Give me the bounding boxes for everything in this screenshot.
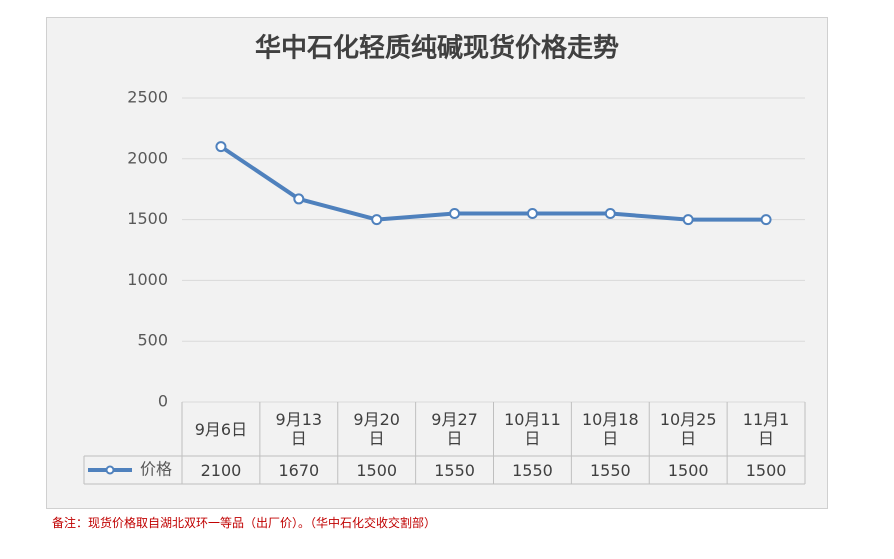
- table-value: 1500: [745, 460, 787, 480]
- table-value: 1500: [356, 460, 398, 480]
- point: [371, 214, 383, 226]
- y-tick-label: 1500: [127, 209, 168, 228]
- point: [604, 208, 616, 220]
- table-value: 1550: [434, 460, 475, 480]
- x-tick-label: 9月20日: [353, 410, 400, 448]
- table-value: 1670: [278, 460, 320, 480]
- y-tick-label: 2000: [127, 148, 168, 167]
- legend-label: 价格: [140, 460, 172, 479]
- series-line: [219, 144, 767, 222]
- point: [682, 214, 694, 226]
- x-tick-label: 10月25日: [659, 410, 717, 448]
- table-value: 1550: [512, 460, 553, 480]
- y-tick-label: 500: [137, 331, 168, 350]
- table-value: 1550: [589, 460, 631, 480]
- note: 备注：现货价格取自湖北双环一等品（出厂价）。（华中石化交收交割部）: [52, 516, 437, 530]
- chart-title: 华中石化轻质纯碱现货价格走势: [255, 33, 619, 64]
- legend-marker: [105, 465, 115, 475]
- point: [449, 208, 461, 220]
- table-value: 2100: [200, 460, 242, 480]
- point: [526, 208, 538, 220]
- x-tick-label: 10月11日: [504, 410, 561, 448]
- point: [760, 214, 772, 226]
- x-tick-label: 11月1日: [742, 410, 790, 448]
- y-tick-label: 2500: [127, 88, 168, 107]
- y-tick-label: 0: [158, 392, 168, 411]
- x-tick-label: 10月18日: [581, 410, 639, 448]
- table-value: 1500: [667, 460, 709, 480]
- point: [215, 141, 227, 153]
- x-tick-label: 9月13日: [275, 410, 323, 448]
- x-tick-label: 9月27日: [431, 410, 478, 448]
- point: [293, 193, 305, 205]
- chart-frame: [46, 17, 828, 509]
- x-tick-label: 9月6日: [194, 419, 248, 439]
- y-tick-label: 1000: [127, 270, 168, 289]
